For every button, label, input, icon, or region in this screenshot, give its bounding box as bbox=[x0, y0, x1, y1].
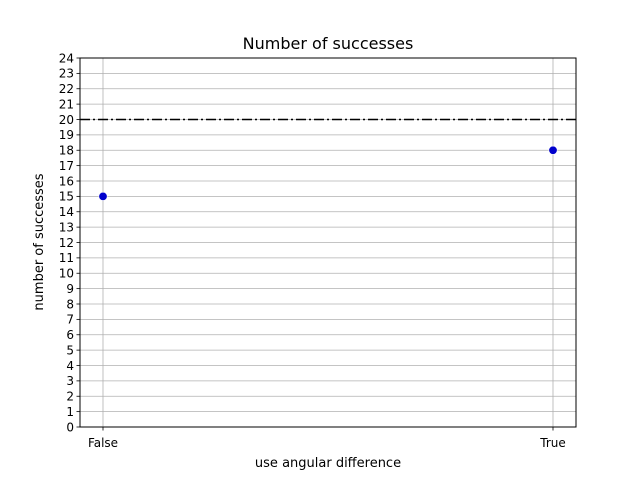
y-tick-label: 24 bbox=[59, 51, 74, 65]
y-tick-label: 23 bbox=[59, 67, 74, 81]
grid bbox=[80, 57, 576, 428]
y-tick-label: 3 bbox=[66, 374, 74, 388]
x-axis-ticks: False True bbox=[88, 427, 566, 450]
y-tick-label: 22 bbox=[59, 82, 74, 96]
x-tick-label: False bbox=[88, 436, 118, 450]
y-tick-label: 21 bbox=[59, 97, 74, 111]
x-tick-label: True bbox=[539, 436, 566, 450]
y-tick-label: 16 bbox=[59, 174, 74, 188]
y-tick-label: 11 bbox=[59, 251, 74, 265]
data-point-true bbox=[548, 145, 558, 155]
y-tick-label: 12 bbox=[59, 236, 74, 250]
y-tick-label: 2 bbox=[66, 390, 74, 404]
y-tick-label: 20 bbox=[59, 113, 74, 127]
y-tick-label: 13 bbox=[59, 220, 74, 234]
y-tick-label: 6 bbox=[66, 328, 74, 342]
y-tick-label: 17 bbox=[59, 159, 74, 173]
y-tick-label: 4 bbox=[66, 359, 74, 373]
y-tick-label: 19 bbox=[59, 128, 74, 142]
y-tick-label: 8 bbox=[66, 297, 74, 311]
x-axis-label: use angular difference bbox=[255, 456, 401, 471]
y-tick-label: 18 bbox=[59, 144, 74, 158]
y-tick-label: 7 bbox=[66, 313, 74, 327]
chart-title: Number of successes bbox=[243, 34, 414, 53]
y-tick-label: 0 bbox=[66, 420, 74, 434]
y-axis-label: number of successes bbox=[32, 173, 47, 310]
data-points bbox=[98, 145, 558, 201]
y-tick-label: 5 bbox=[66, 343, 74, 357]
y-tick-label: 10 bbox=[59, 267, 74, 281]
y-tick-label: 9 bbox=[66, 282, 74, 296]
y-tick-label: 15 bbox=[59, 190, 74, 204]
data-point-false bbox=[98, 191, 108, 201]
y-tick-label: 1 bbox=[66, 405, 74, 419]
y-tick-label: 14 bbox=[59, 205, 74, 219]
